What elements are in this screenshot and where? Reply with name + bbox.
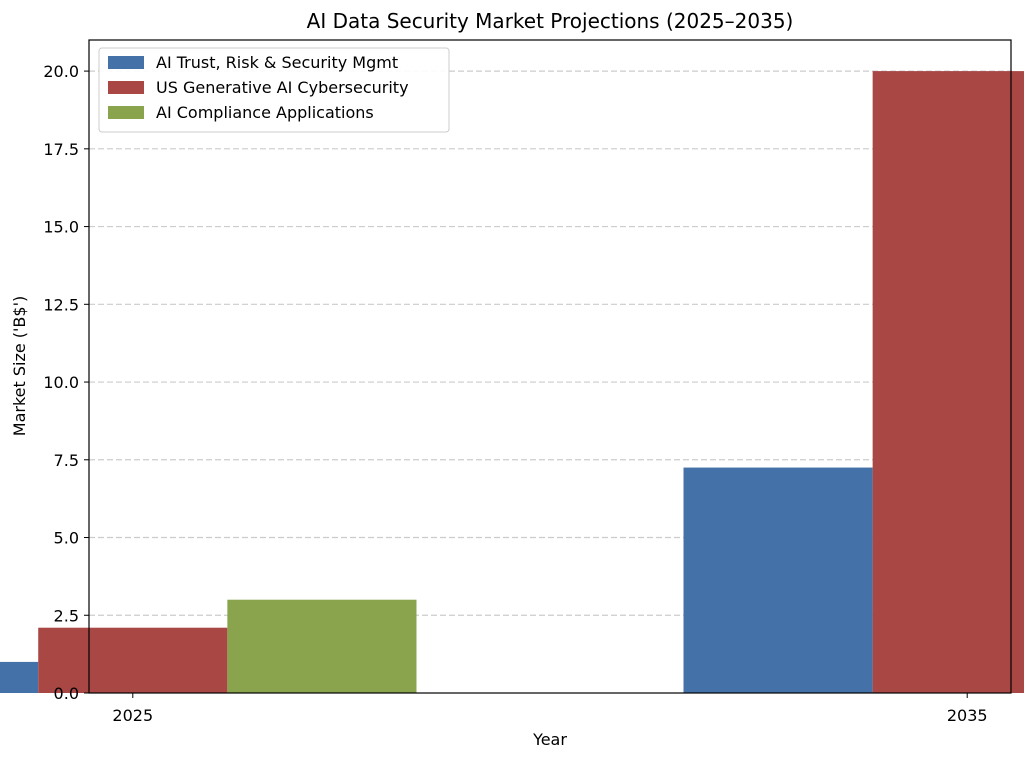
y-tick-label: 2.5	[54, 606, 79, 625]
x-tick-label: 2035	[947, 706, 988, 725]
x-tick-label: 2025	[112, 706, 153, 725]
legend-swatch	[108, 56, 144, 69]
grid-lines	[89, 70, 1011, 616]
bar-2035-series-0	[683, 467, 873, 693]
y-tick-label: 15.0	[43, 218, 79, 237]
legend-swatch	[108, 81, 144, 94]
legend-label: AI Trust, Risk & Security Mgmt	[156, 53, 398, 72]
y-tick-label: 17.5	[43, 140, 79, 159]
bar-2025-series-1	[38, 627, 228, 693]
bar-2025-series-0	[0, 661, 39, 693]
bar-2035-series-1	[872, 71, 1024, 694]
y-axis-label: Market Size ('B$')	[10, 296, 29, 436]
y-tick-label: 0.0	[54, 684, 79, 703]
y-axis-ticks: 0.0 2.5 5.0 7.5 10.0 12.5 15.0 17.5 20.0	[43, 62, 89, 703]
legend-box	[98, 47, 450, 133]
legend-swatch	[108, 106, 144, 119]
plot-frame	[88, 39, 1012, 694]
legend: AI Trust, Risk & Security Mgmt US Generat…	[98, 47, 450, 133]
bar-2025-series-2	[227, 599, 417, 693]
x-axis-label: Year	[532, 730, 567, 749]
legend-label: AI Compliance Applications	[156, 103, 374, 122]
chart-title: AI Data Security Market Projections (202…	[307, 9, 794, 33]
x-axis-ticks: 2025 2035	[112, 693, 988, 725]
y-tick-label: 5.0	[54, 529, 79, 548]
y-tick-label: 10.0	[43, 373, 79, 392]
y-tick-label: 20.0	[43, 62, 79, 81]
y-tick-label: 12.5	[43, 295, 79, 314]
bars	[0, 71, 1024, 694]
y-tick-label: 7.5	[54, 451, 79, 470]
legend-label: US Generative AI Cybersecurity	[156, 78, 409, 97]
